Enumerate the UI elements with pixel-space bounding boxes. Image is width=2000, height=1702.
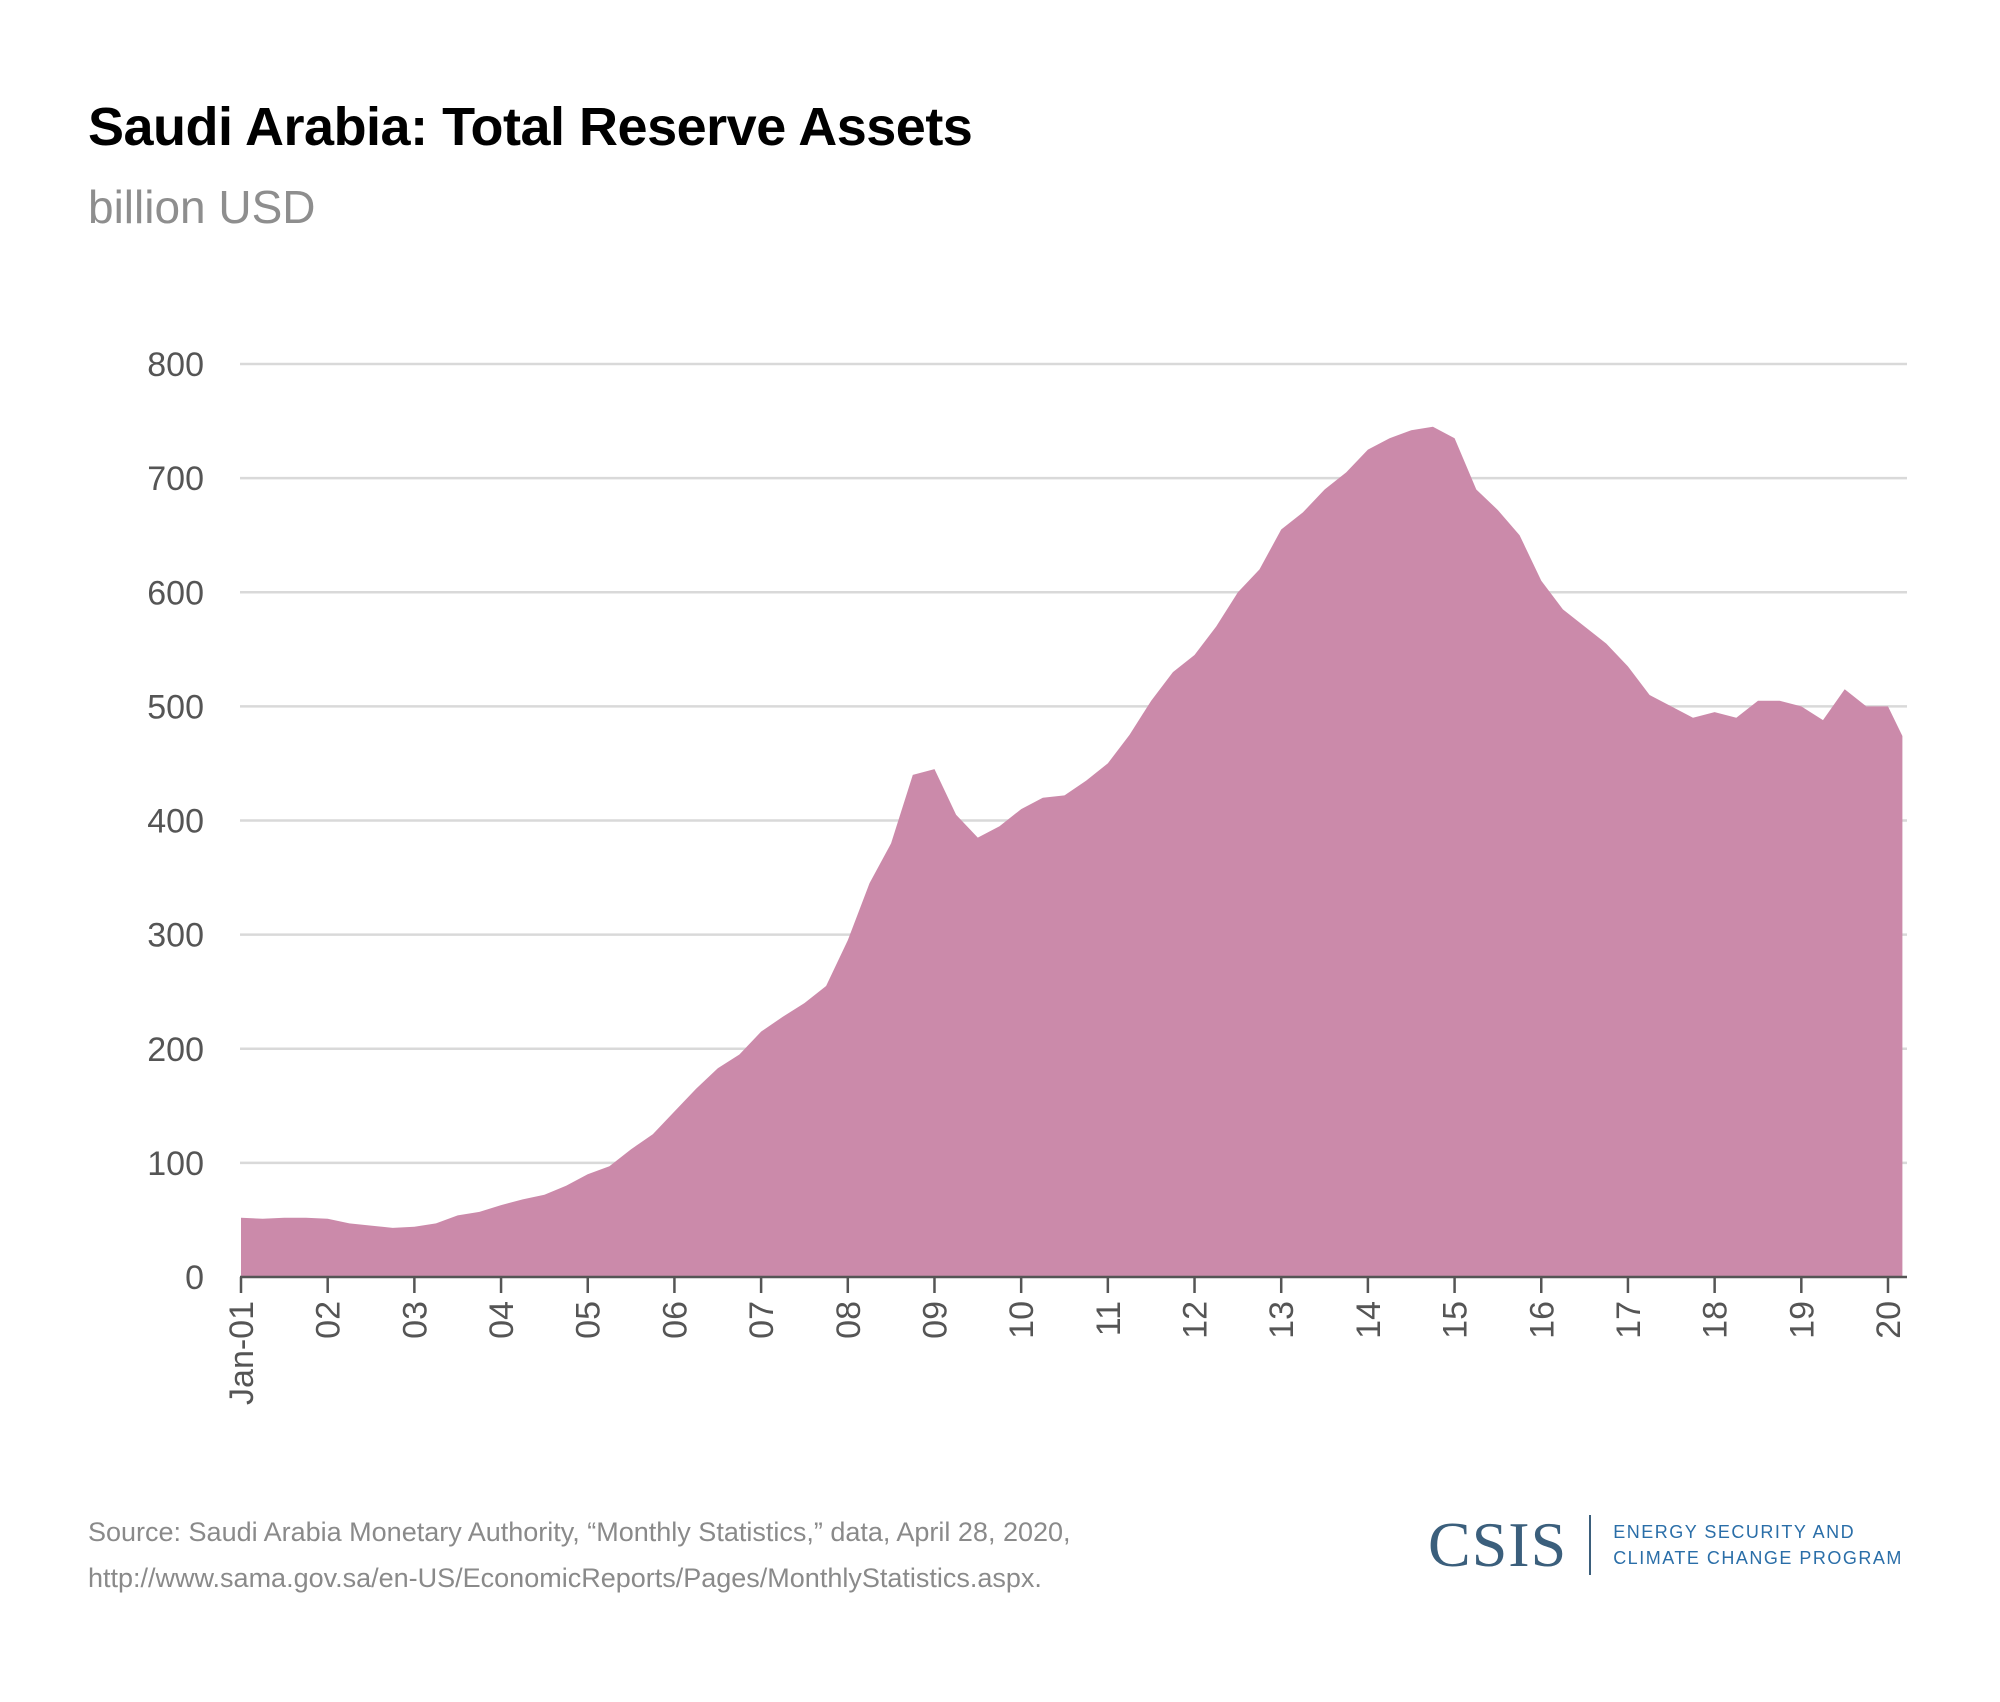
y-tick-label: 800: [147, 346, 204, 384]
csis-logo: CSIS ENERGY SECURITY AND CLIMATE CHANGE …: [1428, 1508, 1903, 1582]
x-tick-label: 04: [483, 1301, 521, 1339]
x-tick-label: 16: [1523, 1301, 1561, 1339]
x-tick-label: 20: [1870, 1301, 1908, 1339]
x-tick-label: 17: [1610, 1301, 1648, 1339]
x-tick-label: 18: [1697, 1301, 1735, 1339]
chart-title: Saudi Arabia: Total Reserve Assets: [88, 97, 973, 157]
reserve-assets-area: [241, 426, 1903, 1277]
x-tick-label: 12: [1177, 1301, 1215, 1339]
x-tick-label: 02: [310, 1301, 348, 1339]
y-tick-label: 600: [147, 574, 204, 612]
logo-divider: [1589, 1515, 1592, 1575]
logo-program: ENERGY SECURITY AND CLIMATE CHANGE PROGR…: [1613, 1519, 1903, 1571]
source-url: http://www.sama.gov.sa/en-US/EconomicRep…: [88, 1563, 1042, 1593]
x-tick-label: 15: [1437, 1301, 1475, 1339]
x-tick-label: 10: [1003, 1301, 1041, 1339]
y-tick-label: 0: [185, 1259, 204, 1297]
x-tick-label: 09: [916, 1301, 954, 1339]
x-tick-label: 08: [830, 1301, 868, 1339]
x-tick-label: 07: [743, 1301, 781, 1339]
y-tick-label: 400: [147, 803, 204, 841]
x-tick-label: 11: [1090, 1301, 1128, 1336]
logo-program-line1: ENERGY SECURITY AND: [1613, 1522, 1856, 1542]
x-tick-label: 19: [1783, 1301, 1821, 1339]
y-tick-label: 300: [147, 917, 204, 955]
x-tick-label: 06: [656, 1301, 694, 1339]
y-tick-label: 500: [147, 688, 204, 726]
logo-wordmark: CSIS: [1428, 1509, 1568, 1580]
source-note: Source: Saudi Arabia Monetary Authority,…: [88, 1517, 1071, 1547]
y-tick-label: 100: [147, 1145, 204, 1183]
y-tick-label: 200: [147, 1031, 204, 1069]
logo-program-line2: CLIMATE CHANGE PROGRAM: [1613, 1548, 1903, 1568]
x-tick-label: 14: [1350, 1301, 1388, 1339]
chart-subtitle: billion USD: [88, 181, 316, 233]
x-tick-label: Jan-01: [223, 1301, 261, 1405]
x-tick-label: 13: [1263, 1301, 1301, 1339]
y-tick-label: 700: [147, 460, 204, 498]
x-tick-label: 03: [396, 1301, 434, 1339]
x-tick-label: 05: [570, 1301, 608, 1339]
